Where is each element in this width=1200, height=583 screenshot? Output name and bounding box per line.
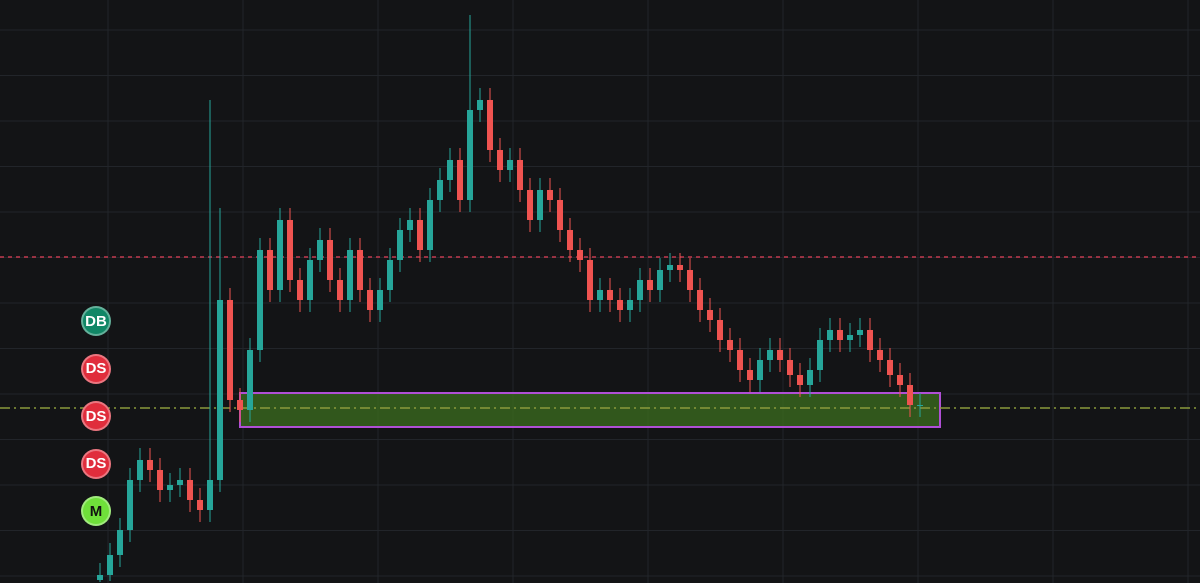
signal-badge: M xyxy=(81,496,111,526)
candle-body xyxy=(617,300,623,310)
candle-body xyxy=(467,110,473,200)
candle-body xyxy=(387,260,393,290)
candle-body xyxy=(127,480,133,530)
candle-body xyxy=(107,555,113,575)
candle-body xyxy=(727,340,733,350)
candle-body xyxy=(177,480,183,485)
candle-body xyxy=(557,200,563,230)
candle-body xyxy=(307,260,313,300)
candle-body xyxy=(167,485,173,490)
candle-body xyxy=(407,220,413,230)
signal-badge: DS xyxy=(81,448,111,479)
candle-body xyxy=(397,230,403,260)
candle-body xyxy=(687,270,693,290)
candle-body xyxy=(527,190,533,220)
candle-body xyxy=(97,575,103,580)
candle-body xyxy=(787,360,793,375)
candle-body xyxy=(737,350,743,370)
candle-body xyxy=(507,160,513,170)
candle-body xyxy=(717,320,723,340)
candle-body xyxy=(147,460,153,470)
candle-body xyxy=(797,375,803,385)
candle-body xyxy=(767,350,773,360)
candle-body xyxy=(457,160,463,200)
signal-badge: DS xyxy=(81,353,111,384)
candle-body xyxy=(497,150,503,170)
candle-body xyxy=(857,330,863,335)
signal-badge: DS xyxy=(81,401,111,431)
candle-body xyxy=(287,220,293,280)
candle-body xyxy=(297,280,303,300)
candle-body xyxy=(157,470,163,490)
candle-body xyxy=(367,290,373,310)
candle-body xyxy=(837,330,843,340)
candle-body xyxy=(777,350,783,360)
candle-body xyxy=(747,370,753,380)
candle-body xyxy=(827,330,833,340)
candle-body xyxy=(197,500,203,510)
candle-body xyxy=(597,290,603,300)
candle-body xyxy=(447,160,453,180)
candle-body xyxy=(537,190,543,220)
candle-body xyxy=(667,265,673,270)
candle-body xyxy=(917,405,923,406)
candle-body xyxy=(607,290,613,300)
candle-body xyxy=(677,265,683,270)
candle-body xyxy=(577,250,583,260)
candle-body xyxy=(847,335,853,340)
candle-body xyxy=(897,375,903,385)
candle-body xyxy=(657,270,663,290)
candle-body xyxy=(257,250,263,350)
candle-body xyxy=(757,360,763,380)
candle-body xyxy=(207,480,213,510)
candle-body xyxy=(477,100,483,110)
candle-body xyxy=(817,340,823,370)
candle-body xyxy=(247,350,253,410)
candle-body xyxy=(277,220,283,290)
candle-body xyxy=(887,360,893,375)
candle-body xyxy=(337,280,343,300)
candle-body xyxy=(517,160,523,190)
candle-body xyxy=(357,250,363,290)
candle-body xyxy=(327,240,333,280)
candle-body xyxy=(707,310,713,320)
candle-body xyxy=(427,200,433,250)
zone xyxy=(239,392,941,428)
candle-body xyxy=(227,300,233,400)
candle-body xyxy=(647,280,653,290)
candle-body xyxy=(547,190,553,200)
candle-body xyxy=(627,300,633,310)
candle-body xyxy=(567,230,573,250)
candle-body xyxy=(317,240,323,260)
candle-body xyxy=(487,100,493,150)
candle-body xyxy=(907,385,913,405)
candle-body xyxy=(417,220,423,250)
candle-body xyxy=(117,530,123,555)
candle-body xyxy=(867,330,873,350)
candle-body xyxy=(377,290,383,310)
candle-body xyxy=(187,480,193,500)
candle-body xyxy=(137,460,143,480)
candle-body xyxy=(807,370,813,385)
candle-body xyxy=(587,260,593,300)
candle-body xyxy=(637,280,643,300)
candle-body xyxy=(877,350,883,360)
candle-body xyxy=(697,290,703,310)
candle-body xyxy=(437,180,443,200)
candle-body xyxy=(217,300,223,480)
candle-body xyxy=(237,400,243,410)
candle-body xyxy=(347,250,353,300)
candle-body xyxy=(267,250,273,290)
signal-badge: DB xyxy=(81,306,111,336)
